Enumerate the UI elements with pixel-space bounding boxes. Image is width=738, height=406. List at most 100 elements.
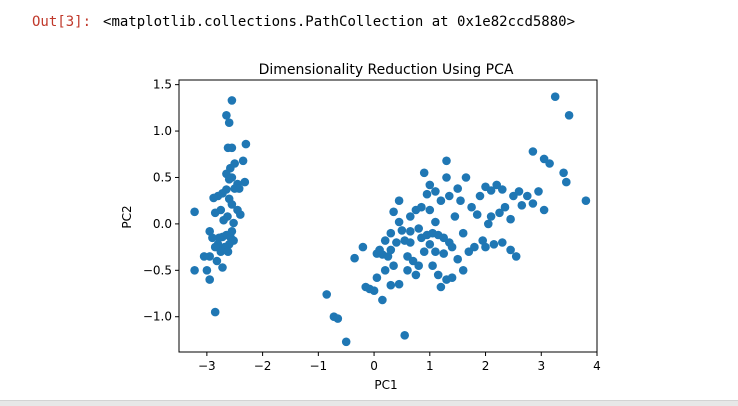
scatter-point [564,111,574,120]
scatter-point [205,227,214,236]
y-tick-label: 0.0 [153,217,172,231]
scatter-point [436,196,446,205]
scatter-point [458,228,468,238]
x-tick-label: 3 [537,359,545,373]
scatter-point [386,245,396,255]
scatter-point [224,118,234,127]
scatter-point [534,187,543,196]
scatter-point [406,227,415,236]
scatter-point [199,252,209,261]
scatter-point [240,177,250,187]
y-tick-label: −1.0 [143,310,172,324]
scatter-point [190,266,199,275]
cell-bottom-border [0,400,738,406]
scatter-point [236,210,245,219]
scatter-point [202,266,212,275]
scatter-point [411,270,421,280]
scatter-point [414,261,424,271]
scatter-point [475,191,485,201]
scatter-point [442,173,451,182]
scatter-point [447,273,457,283]
scatter-point [458,266,468,275]
scatter-point [498,238,507,247]
scatter-point [447,242,457,252]
scatter-point [380,236,390,245]
y-axis-label: PC2 [120,205,134,228]
scatter-point [581,196,591,205]
y-tick-label: 1.0 [153,124,172,138]
scatter-point [425,180,435,190]
scatter-point [392,238,401,247]
scatter-point [489,240,499,249]
scatter-point [380,266,390,275]
scatter-point [223,247,233,256]
scatter-point [205,275,214,284]
scatter-point [227,143,237,153]
scatter-point [506,245,515,255]
scatter-point [414,224,424,233]
scatter-point [216,247,226,256]
scatter-point [394,196,404,205]
x-tick-label: 2 [482,359,490,373]
scatter-point [227,96,237,105]
scatter-point [397,226,407,235]
scatter-point [486,212,496,221]
scatter-point [431,187,440,196]
chart-title: Dimensionality Reduction Using PCA [259,62,514,78]
scatter-point [386,228,396,238]
scatter-point [222,111,231,120]
scatter-point [419,168,429,178]
scatter-point [450,212,460,221]
scatter-point [500,202,510,212]
points-layer [190,92,591,347]
scatter-point [394,217,404,227]
scatter-point [461,173,471,182]
scatter-point [350,253,359,263]
scatter-point [456,196,465,205]
scatter-point [528,147,538,156]
scatter-point [218,263,227,272]
scatter-point [417,202,426,212]
scatter-point [229,218,238,228]
scatter-point [209,193,218,203]
scatter-point [445,191,454,201]
scatter-point [403,266,412,275]
output-prompt: Out[3]: [32,14,92,30]
scatter-point [453,254,463,264]
scatter-point [442,156,451,166]
scatter-point [517,201,527,210]
scatter-point [241,139,251,149]
output-repr: <matplotlib.collections.PathCollection a… [103,14,576,30]
scatter-point [478,236,488,245]
scatter-point [219,215,228,225]
scatter-point [539,205,549,215]
x-tick-label: −1 [309,359,327,373]
scatter-point [190,207,199,217]
scatter-point [383,252,393,261]
scatter-point [506,214,515,224]
scatter-point [369,286,379,296]
x-tick-label: 4 [593,359,601,373]
plot-frame [178,79,598,353]
scatter-point [227,200,237,209]
scatter-point [431,247,440,256]
scatter-point [559,168,568,178]
scatter-point [394,279,404,289]
y-tick-label: −0.5 [143,263,172,277]
scatter-point [545,159,554,168]
scatter-point [400,331,410,340]
x-axis-label: PC1 [374,378,397,392]
scatter-point [436,282,446,292]
x-tick-label: −3 [198,359,216,373]
scatter-point [406,238,415,247]
scatter-point [227,173,237,182]
scatter-point [358,242,368,252]
scatter-point [372,273,382,283]
scatter-point [433,270,443,280]
output-line: Out[3]: <matplotlib.collections.PathColle… [32,14,575,30]
scatter-point [210,208,220,218]
scatter-point [550,92,560,101]
scatter-point [389,261,398,271]
y-tick-label: 1.5 [153,78,172,92]
